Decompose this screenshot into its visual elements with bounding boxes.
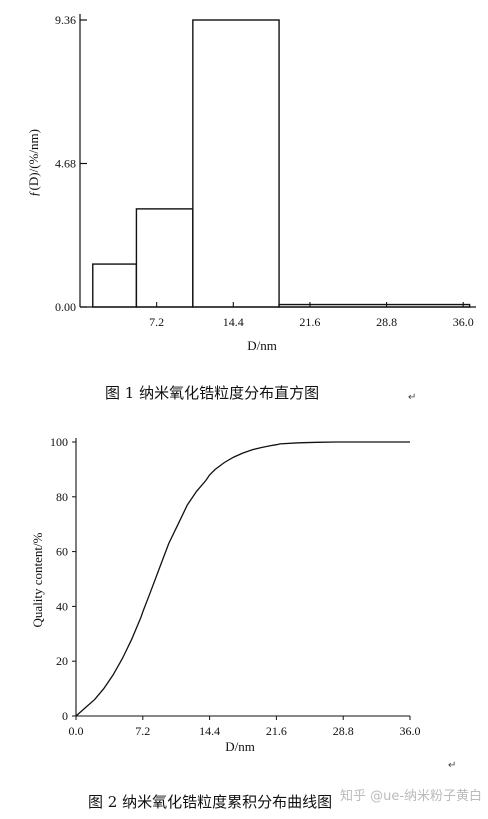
chart-2-caption: 图 2 纳米氧化锆粒度累积分布曲线图 — [88, 793, 332, 811]
chart-1-x-tick-label: 21.6 — [299, 315, 320, 329]
chart-1-caption: 图 1 纳米氧化锆粒度分布直方图 — [105, 384, 319, 402]
histogram-bars — [92, 19, 471, 308]
chart-2-y-axis-label: Quality content/% — [30, 532, 45, 627]
chart-1-axes — [79, 14, 476, 308]
chart-2-y-tick-label: 80 — [56, 490, 68, 504]
chart-1-y-ticks: 0.00 4.68 9.36 — [55, 13, 87, 314]
chart-1-x-tick-label: 28.8 — [376, 315, 397, 329]
chart-2-x-tick-label: 28.8 — [333, 724, 354, 738]
chart-1-y-tick-label: 9.36 — [55, 13, 76, 27]
histogram-bar — [92, 263, 138, 308]
chart-2-x-tick-label: 14.4 — [199, 724, 220, 738]
chart-1-y-axis-label: ƒ(D)/(%/nm) — [26, 129, 41, 197]
chart-2-x-axis-label: D/nm — [225, 739, 255, 754]
histogram-bar — [135, 208, 194, 308]
chart-2-y-tick-label: 40 — [56, 599, 68, 613]
chart-2-x-tick-label: 36.0 — [400, 724, 421, 738]
cumulative-curve — [75, 441, 410, 717]
chart-1-x-axis-label: D/nm — [247, 338, 277, 353]
chart-1-y-tick-label: 4.68 — [55, 157, 76, 171]
chart-2-y-tick-label: 20 — [56, 654, 68, 668]
chart-2-y-tick-label: 60 — [56, 545, 68, 559]
chart-2-axes — [75, 438, 410, 717]
watermark-text: 知乎 @ue-纳米粉子黄白 — [340, 788, 482, 804]
chart-1-x-ticks: 7.2 14.4 21.6 28.8 36.0 — [149, 302, 474, 329]
histogram-bar — [192, 19, 280, 308]
chart-2-return-mark: ↵ — [448, 760, 456, 771]
chart-2-cumulative: 0 20 40 60 80 100 0.0 7.2 14.4 21.6 28.8 36.0 Qual… — [30, 435, 482, 811]
chart-1-x-tick-label: 14.4 — [223, 315, 244, 329]
chart-2-x-ticks: 0.0 7.2 14.4 21.6 28.8 36.0 — [69, 716, 421, 738]
chart-2-x-tick-label: 0.0 — [69, 724, 84, 738]
chart-2-x-tick-label: 21.6 — [266, 724, 287, 738]
chart-2-x-tick-label: 7.2 — [135, 724, 150, 738]
caption-1-return-mark: ↵ — [408, 392, 416, 403]
chart-2-y-tick-label: 100 — [50, 435, 68, 449]
chart-2-y-ticks: 0 20 40 60 80 100 — [50, 435, 76, 723]
chart-1-y-tick-label: 0.00 — [55, 300, 76, 314]
chart-1-histogram: 0.00 4.68 9.36 7.2 14.4 21.6 28.8 36.0 ƒ(D)/(%… — [26, 13, 476, 403]
chart-1-x-tick-label: 7.2 — [149, 315, 164, 329]
chart-2-y-tick-label: 0 — [62, 709, 68, 723]
chart-1-x-tick-label: 36.0 — [453, 315, 474, 329]
